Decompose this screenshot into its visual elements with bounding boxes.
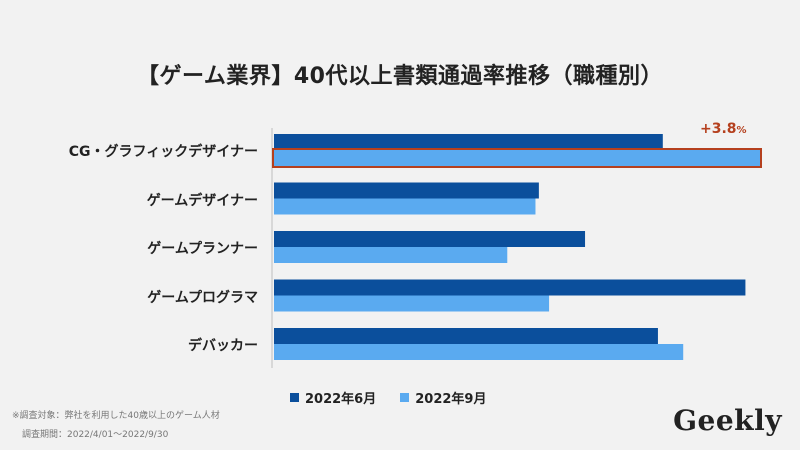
survey-period-note: 調査期間：2022/4/01～2022/9/30 [22, 430, 169, 440]
bar-jun-1 [274, 182, 539, 199]
legend: 2022年6月 2022年9月 [290, 388, 486, 407]
bar-sep-1 [274, 198, 536, 215]
legend-label: 2022年9月 [415, 392, 487, 407]
category-label: ゲームプランナー [147, 241, 258, 257]
legend-label: 2022年6月 [305, 392, 377, 407]
legend-item-series-1: 2022年6月 [290, 388, 376, 407]
bar-jun-0 [274, 134, 663, 150]
bar-jun-3 [274, 279, 746, 296]
legend-swatch-icon [400, 393, 410, 402]
bar-sep-3 [274, 295, 550, 312]
category-label: CG・グラフィックデザイナー [68, 144, 258, 160]
geekly-logo: Geekly [673, 404, 782, 437]
category-label: ゲームプログラマ [147, 289, 258, 306]
bar-jun-4 [274, 328, 658, 344]
highlight-box [272, 148, 762, 168]
legend-item-series-2: 2022年9月 [400, 388, 486, 407]
category-label: デバッカー [188, 338, 258, 354]
category-label: ゲームデザイナー [146, 192, 258, 209]
bar-sep-4 [274, 344, 684, 360]
chart-title: 【ゲーム業界】40代以上書類通過率推移（職種別） [137, 64, 663, 89]
increase-annotation: +3.8% [700, 121, 747, 137]
legend-swatch-icon [290, 393, 299, 402]
bar-sep-0 [274, 150, 760, 166]
bar-sep-2 [274, 247, 508, 263]
survey-target-note: ※調査対象：弊社を利用した40歳以上のゲーム人材 [12, 411, 220, 421]
bar-jun-2 [274, 231, 586, 247]
